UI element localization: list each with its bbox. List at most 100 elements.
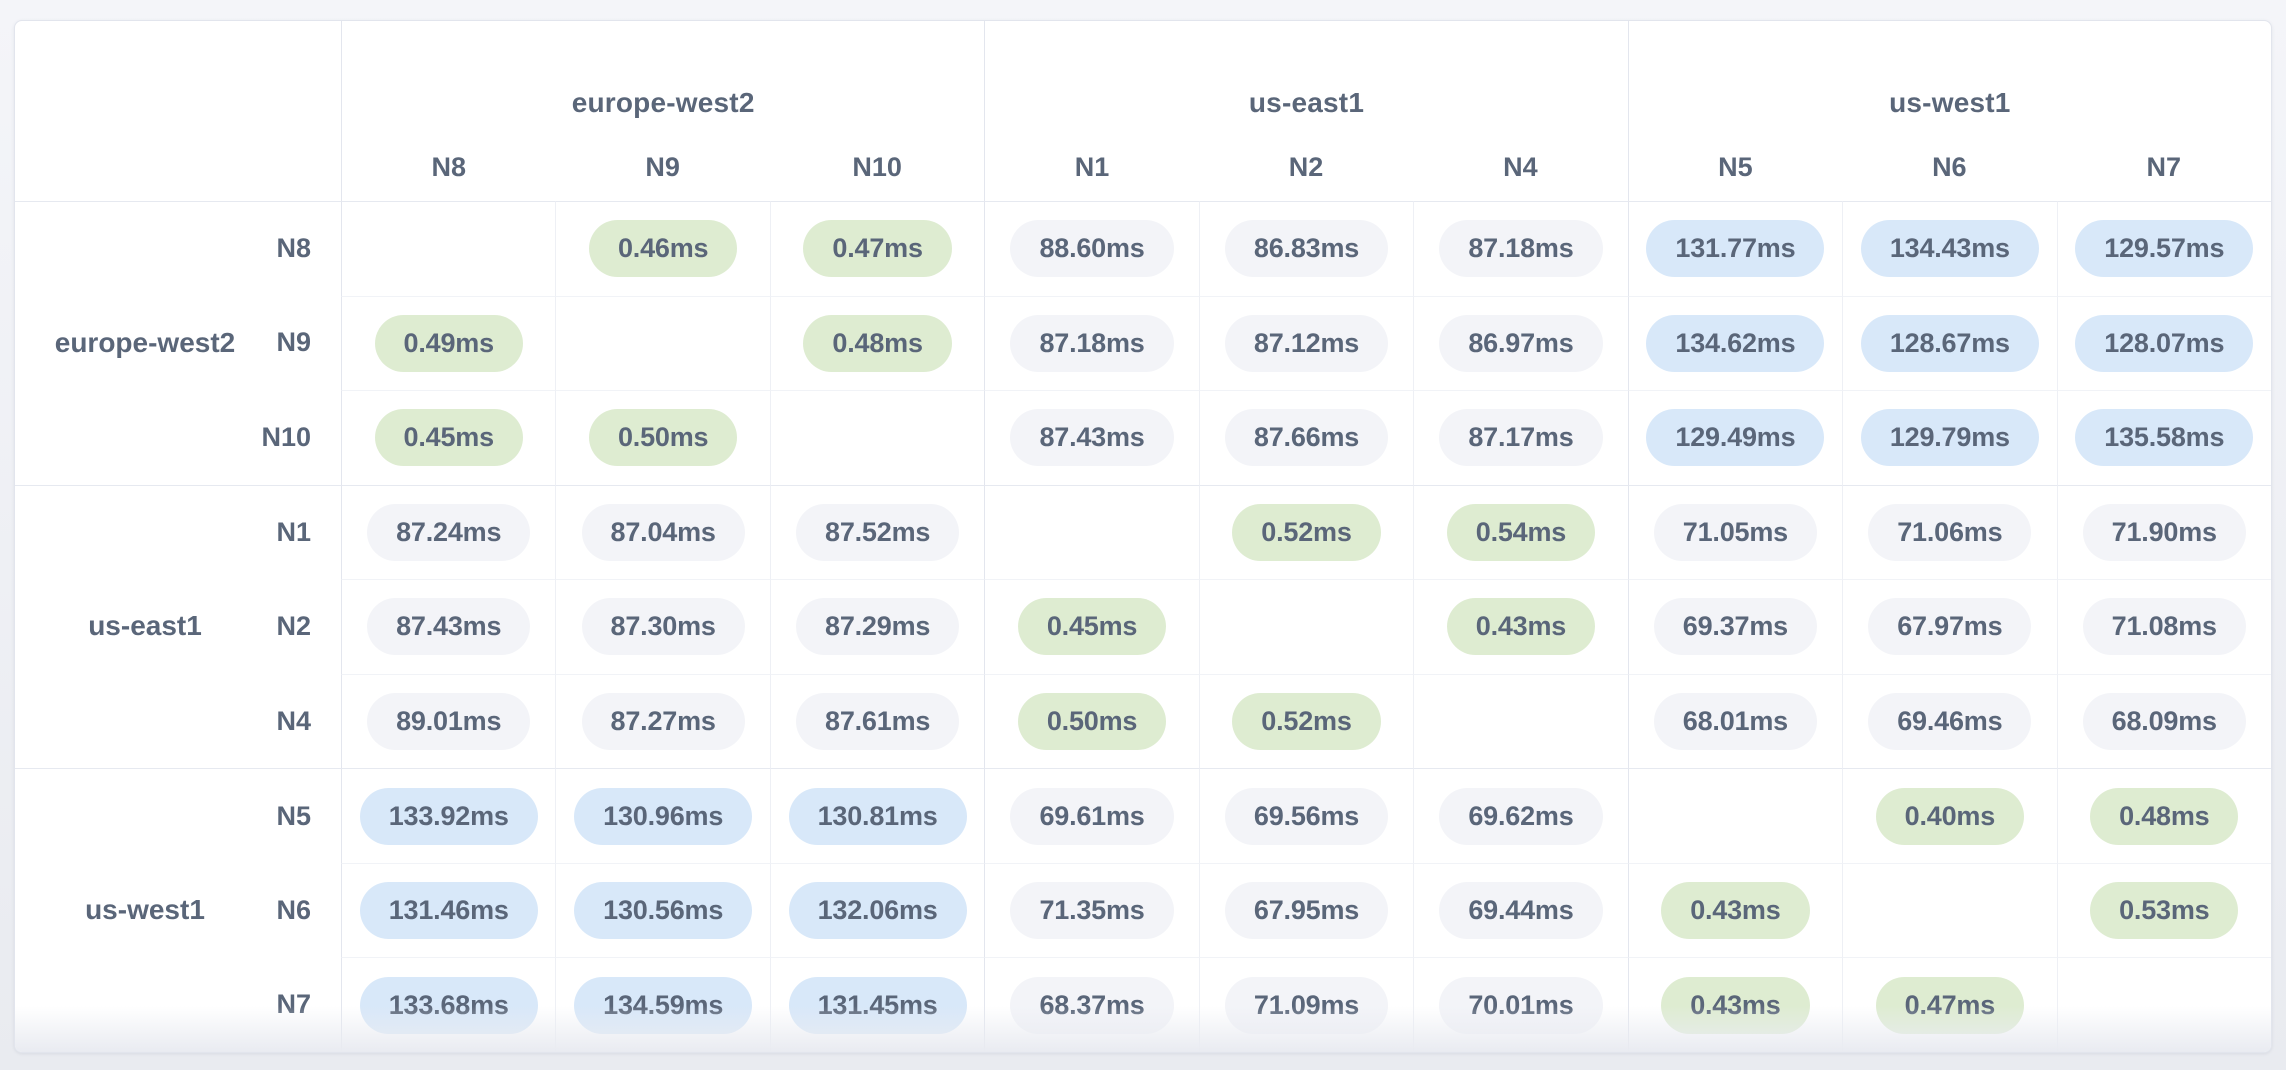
latency-badge: 87.30ms <box>581 598 745 656</box>
latency-badge: 0.48ms <box>2090 787 2239 845</box>
latency-cell-N1-to-N4: 0.54ms <box>1413 484 1628 580</box>
latency-cell-N9-to-N2: 87.12ms <box>1198 295 1414 391</box>
latency-badge: 128.07ms <box>2075 314 2254 372</box>
row-label-cell-N9: europe-west2 N9 <box>15 296 341 391</box>
latency-cell-N4-to-N9: 87.27ms <box>555 673 770 769</box>
latency-cell-N6-to-N2: 67.95ms <box>1198 862 1414 958</box>
latency-cell-N4-to-N2: 0.52ms <box>1198 673 1414 769</box>
latency-badge: 71.35ms <box>1010 882 1174 940</box>
row-node-label-N7: N7 <box>276 989 311 1020</box>
latency-cell-N5-to-N2: 69.56ms <box>1198 768 1414 863</box>
latency-cell-N2-to-N8: 87.43ms <box>341 579 556 674</box>
row-label-cell-N7: N7 <box>15 957 341 1052</box>
latency-badge: 134.43ms <box>1860 220 2039 278</box>
latency-cell-N7-to-N10: 131.45ms <box>769 957 985 1052</box>
latency-cell-N6-to-N7: 0.53ms <box>2056 862 2271 958</box>
latency-cell-N2-to-N5: 69.37ms <box>1627 579 1843 674</box>
latency-badge: 0.52ms <box>1232 693 1381 751</box>
latency-cell-N7-to-N1: 68.37ms <box>984 957 1199 1052</box>
latency-badge: 87.43ms <box>367 598 531 656</box>
latency-cell-N7-to-N8: 133.68ms <box>341 957 556 1052</box>
latency-badge: 69.46ms <box>1868 693 2032 751</box>
latency-badge: 131.77ms <box>1646 220 1825 278</box>
latency-cell-N6-to-N1: 71.35ms <box>984 862 1199 958</box>
latency-badge: 0.40ms <box>1875 787 2025 845</box>
latency-badge: 133.92ms <box>359 787 538 845</box>
latency-cell-N8-to-N6: 134.43ms <box>1842 201 2057 296</box>
latency-badge: 68.09ms <box>2082 693 2246 751</box>
latency-cell-N9-to-N4: 86.97ms <box>1413 295 1628 391</box>
latency-badge: 134.59ms <box>574 976 753 1034</box>
row-label-cell-N4: N4 <box>15 674 341 769</box>
latency-cell-N10-to-N5: 129.49ms <box>1627 390 1843 485</box>
latency-cell-N8-to-N8 <box>341 201 556 296</box>
latency-cell-N10-to-N7: 135.58ms <box>2056 390 2271 485</box>
latency-cell-N6-to-N4: 69.44ms <box>1413 862 1628 958</box>
latency-cell-N6-to-N8: 131.46ms <box>341 862 556 958</box>
latency-badge: 67.95ms <box>1224 882 1389 940</box>
latency-badge: 135.58ms <box>2075 409 2254 467</box>
latency-cell-N9-to-N7: 128.07ms <box>2056 295 2271 391</box>
latency-cell-N2-to-N6: 67.97ms <box>1842 579 2057 674</box>
latency-badge: 87.29ms <box>796 598 960 656</box>
latency-badge: 87.52ms <box>796 503 960 561</box>
latency-badge: 0.47ms <box>1875 976 2025 1034</box>
column-node-header-N7: N7 <box>2146 151 2182 182</box>
latency-cell-N4-to-N4 <box>1413 673 1628 769</box>
latency-badge: 0.49ms <box>374 314 523 372</box>
row-node-label-N1: N1 <box>276 516 311 547</box>
latency-cell-N5-to-N8: 133.92ms <box>341 768 556 863</box>
latency-cell-N2-to-N2 <box>1198 579 1414 674</box>
latency-badge: 0.46ms <box>588 220 738 278</box>
latency-cell-N6-to-N6 <box>1842 862 2057 958</box>
latency-badge: 0.47ms <box>803 220 952 278</box>
latency-badge: 86.83ms <box>1224 220 1389 278</box>
latency-cell-N8-to-N9: 0.46ms <box>555 201 770 296</box>
column-node-header-N6: N6 <box>1932 151 1967 182</box>
latency-cell-N5-to-N4: 69.62ms <box>1413 768 1628 863</box>
column-node-header-N5: N5 <box>1627 133 1842 201</box>
row-label-cell-N10: N10 <box>15 390 341 485</box>
latency-cell-N8-to-N5: 131.77ms <box>1627 201 1843 296</box>
latency-cell-N7-to-N5: 0.43ms <box>1627 957 1843 1052</box>
latency-badge: 132.06ms <box>788 882 967 940</box>
latency-badge: 69.37ms <box>1653 598 1817 656</box>
latency-badge: 0.45ms <box>1017 598 1167 656</box>
column-group-header-us-west1: us-west1 <box>1627 21 2271 133</box>
latency-badge: 71.06ms <box>1868 503 2032 561</box>
latency-cell-N6-to-N5: 0.43ms <box>1627 862 1843 958</box>
latency-cell-N5-to-N6: 0.40ms <box>1842 768 2057 863</box>
latency-badge: 0.43ms <box>1446 598 1596 656</box>
latency-cell-N10-to-N6: 129.79ms <box>1842 390 2057 485</box>
latency-cell-N7-to-N2: 71.09ms <box>1198 957 1414 1052</box>
latency-badge: 87.27ms <box>581 693 745 751</box>
column-node-header-N1: N1 <box>984 133 1198 201</box>
row-label-cell-N1: N1 <box>15 484 341 580</box>
latency-badge: 87.18ms <box>1010 314 1174 372</box>
latency-badge: 71.08ms <box>2082 598 2246 656</box>
latency-cell-N4-to-N8: 89.01ms <box>341 673 556 769</box>
column-node-header-N4: N4 <box>1503 151 1538 182</box>
column-group-header-us-east1: us-east1 <box>984 21 1627 133</box>
matrix-corner-cell <box>15 21 341 201</box>
latency-cell-N8-to-N1: 88.60ms <box>984 201 1199 296</box>
row-node-label-N10: N10 <box>261 421 311 452</box>
latency-cell-N2-to-N4: 0.43ms <box>1413 579 1628 674</box>
latency-badge: 68.01ms <box>1653 693 1817 751</box>
latency-badge: 69.56ms <box>1224 787 1389 845</box>
latency-cell-N8-to-N7: 129.57ms <box>2056 201 2271 296</box>
column-node-header-N2: N2 <box>1288 151 1324 182</box>
column-group-header-europe-west2: europe-west2 <box>341 21 984 133</box>
row-label-cell-N2: us-east1 N2 <box>15 579 341 674</box>
latency-badge: 86.97ms <box>1439 314 1603 372</box>
latency-badge: 0.53ms <box>2090 882 2239 940</box>
row-node-label-N6: N6 <box>276 894 311 925</box>
latency-cell-N4-to-N10: 87.61ms <box>769 673 985 769</box>
latency-cell-N10-to-N10 <box>769 390 985 485</box>
latency-cell-N8-to-N4: 87.18ms <box>1413 201 1628 296</box>
latency-cell-N10-to-N4: 87.17ms <box>1413 390 1628 485</box>
latency-cell-N10-to-N2: 87.66ms <box>1198 390 1414 485</box>
row-group-label-us-west1: us-west1 <box>85 894 205 926</box>
latency-cell-N9-to-N1: 87.18ms <box>984 295 1199 391</box>
latency-cell-N2-to-N10: 87.29ms <box>769 579 985 674</box>
